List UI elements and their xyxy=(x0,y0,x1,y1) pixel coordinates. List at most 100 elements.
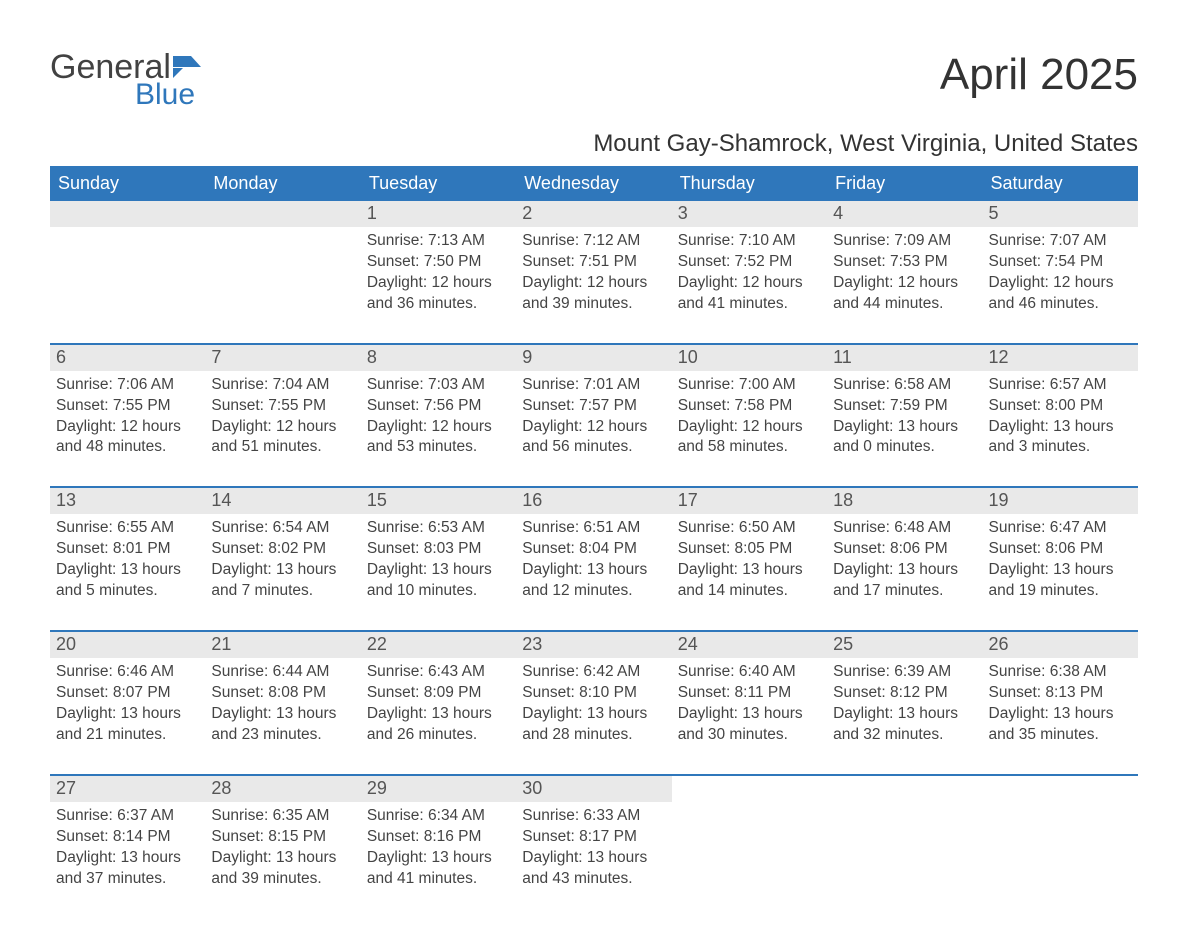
day-sunset: Sunset: 8:02 PM xyxy=(211,539,354,560)
day-day1: Daylight: 13 hours xyxy=(367,848,510,869)
day-day2: and 41 minutes. xyxy=(367,869,510,890)
calendar-cell: 15Sunrise: 6:53 AMSunset: 8:03 PMDayligh… xyxy=(361,488,516,620)
calendar-cell: 25Sunrise: 6:39 AMSunset: 8:12 PMDayligh… xyxy=(827,632,982,764)
day-sunrise: Sunrise: 6:47 AM xyxy=(989,518,1132,539)
day-body: Sunrise: 7:00 AMSunset: 7:58 PMDaylight:… xyxy=(672,371,827,477)
day-day2: and 28 minutes. xyxy=(522,725,665,746)
calendar-cell: 29Sunrise: 6:34 AMSunset: 8:16 PMDayligh… xyxy=(361,776,516,908)
day-day1: Daylight: 13 hours xyxy=(56,848,199,869)
day-sunrise: Sunrise: 7:04 AM xyxy=(211,375,354,396)
calendar-header: Sunday Monday Tuesday Wednesday Thursday… xyxy=(50,166,1138,201)
day-number: 25 xyxy=(827,632,982,658)
day-day2: and 44 minutes. xyxy=(833,294,976,315)
day-body: Sunrise: 6:50 AMSunset: 8:05 PMDaylight:… xyxy=(672,514,827,620)
day-sunset: Sunset: 8:12 PM xyxy=(833,683,976,704)
day-number: 13 xyxy=(50,488,205,514)
day-day1: Daylight: 13 hours xyxy=(56,560,199,581)
day-day2: and 39 minutes. xyxy=(211,869,354,890)
day-day2: and 51 minutes. xyxy=(211,437,354,458)
day-sunrise: Sunrise: 7:00 AM xyxy=(678,375,821,396)
day-body: Sunrise: 6:33 AMSunset: 8:17 PMDaylight:… xyxy=(516,802,671,908)
day-day2: and 3 minutes. xyxy=(989,437,1132,458)
day-number: 14 xyxy=(205,488,360,514)
day-header: Tuesday xyxy=(361,166,516,201)
logo: General Blue xyxy=(50,50,201,112)
day-day2: and 0 minutes. xyxy=(833,437,976,458)
calendar: Sunday Monday Tuesday Wednesday Thursday… xyxy=(50,166,1138,907)
day-body: Sunrise: 6:57 AMSunset: 8:00 PMDaylight:… xyxy=(983,371,1138,477)
day-sunrise: Sunrise: 7:01 AM xyxy=(522,375,665,396)
day-sunrise: Sunrise: 6:40 AM xyxy=(678,662,821,683)
day-body xyxy=(205,227,360,327)
header-row: General Blue April 2025 xyxy=(50,50,1138,112)
day-sunrise: Sunrise: 6:58 AM xyxy=(833,375,976,396)
day-day2: and 35 minutes. xyxy=(989,725,1132,746)
day-sunset: Sunset: 7:58 PM xyxy=(678,396,821,417)
day-body: Sunrise: 6:34 AMSunset: 8:16 PMDaylight:… xyxy=(361,802,516,908)
day-body: Sunrise: 6:51 AMSunset: 8:04 PMDaylight:… xyxy=(516,514,671,620)
day-sunset: Sunset: 7:51 PM xyxy=(522,252,665,273)
day-sunrise: Sunrise: 7:07 AM xyxy=(989,231,1132,252)
day-day2: and 37 minutes. xyxy=(56,869,199,890)
day-header: Wednesday xyxy=(516,166,671,201)
day-number: 16 xyxy=(516,488,671,514)
day-day1: Daylight: 12 hours xyxy=(56,417,199,438)
calendar-cell: 30Sunrise: 6:33 AMSunset: 8:17 PMDayligh… xyxy=(516,776,671,908)
day-sunrise: Sunrise: 6:51 AM xyxy=(522,518,665,539)
calendar-cell: 10Sunrise: 7:00 AMSunset: 7:58 PMDayligh… xyxy=(672,345,827,477)
day-body: Sunrise: 7:07 AMSunset: 7:54 PMDaylight:… xyxy=(983,227,1138,333)
day-body: Sunrise: 7:13 AMSunset: 7:50 PMDaylight:… xyxy=(361,227,516,333)
day-sunset: Sunset: 8:11 PM xyxy=(678,683,821,704)
day-sunrise: Sunrise: 7:06 AM xyxy=(56,375,199,396)
day-day1: Daylight: 13 hours xyxy=(56,704,199,725)
day-day1: Daylight: 13 hours xyxy=(989,417,1132,438)
day-sunset: Sunset: 7:52 PM xyxy=(678,252,821,273)
day-sunset: Sunset: 8:03 PM xyxy=(367,539,510,560)
calendar-cell: 13Sunrise: 6:55 AMSunset: 8:01 PMDayligh… xyxy=(50,488,205,620)
day-number: 30 xyxy=(516,776,671,802)
day-day2: and 21 minutes. xyxy=(56,725,199,746)
day-day2: and 36 minutes. xyxy=(367,294,510,315)
page-title: April 2025 xyxy=(940,50,1138,100)
day-sunset: Sunset: 7:55 PM xyxy=(56,396,199,417)
calendar-cell: 20Sunrise: 6:46 AMSunset: 8:07 PMDayligh… xyxy=(50,632,205,764)
day-sunset: Sunset: 8:15 PM xyxy=(211,827,354,848)
day-body: Sunrise: 7:12 AMSunset: 7:51 PMDaylight:… xyxy=(516,227,671,333)
calendar-cell: 11Sunrise: 6:58 AMSunset: 7:59 PMDayligh… xyxy=(827,345,982,477)
day-number: 1 xyxy=(361,201,516,227)
day-number: 28 xyxy=(205,776,360,802)
day-number: 21 xyxy=(205,632,360,658)
calendar-cell xyxy=(50,201,205,333)
day-sunset: Sunset: 8:05 PM xyxy=(678,539,821,560)
day-day2: and 39 minutes. xyxy=(522,294,665,315)
day-day2: and 56 minutes. xyxy=(522,437,665,458)
day-sunset: Sunset: 7:56 PM xyxy=(367,396,510,417)
day-day2: and 14 minutes. xyxy=(678,581,821,602)
day-day2: and 46 minutes. xyxy=(989,294,1132,315)
day-header: Thursday xyxy=(672,166,827,201)
day-day2: and 7 minutes. xyxy=(211,581,354,602)
day-sunrise: Sunrise: 6:33 AM xyxy=(522,806,665,827)
day-sunrise: Sunrise: 6:43 AM xyxy=(367,662,510,683)
day-body: Sunrise: 6:46 AMSunset: 8:07 PMDaylight:… xyxy=(50,658,205,764)
day-day2: and 17 minutes. xyxy=(833,581,976,602)
calendar-cell: 7Sunrise: 7:04 AMSunset: 7:55 PMDaylight… xyxy=(205,345,360,477)
day-day1: Daylight: 12 hours xyxy=(367,417,510,438)
day-sunrise: Sunrise: 7:10 AM xyxy=(678,231,821,252)
day-body: Sunrise: 6:54 AMSunset: 8:02 PMDaylight:… xyxy=(205,514,360,620)
day-day1: Daylight: 13 hours xyxy=(522,704,665,725)
day-day1: Daylight: 12 hours xyxy=(678,417,821,438)
day-sunset: Sunset: 8:01 PM xyxy=(56,539,199,560)
calendar-week: 20Sunrise: 6:46 AMSunset: 8:07 PMDayligh… xyxy=(50,630,1138,764)
day-day2: and 58 minutes. xyxy=(678,437,821,458)
day-day1: Daylight: 13 hours xyxy=(678,560,821,581)
day-number xyxy=(50,201,205,227)
day-number: 8 xyxy=(361,345,516,371)
day-body: Sunrise: 7:03 AMSunset: 7:56 PMDaylight:… xyxy=(361,371,516,477)
day-number: 22 xyxy=(361,632,516,658)
day-sunrise: Sunrise: 6:37 AM xyxy=(56,806,199,827)
day-body: Sunrise: 6:40 AMSunset: 8:11 PMDaylight:… xyxy=(672,658,827,764)
day-sunrise: Sunrise: 7:13 AM xyxy=(367,231,510,252)
calendar-week: 13Sunrise: 6:55 AMSunset: 8:01 PMDayligh… xyxy=(50,486,1138,620)
day-day1: Daylight: 13 hours xyxy=(678,704,821,725)
